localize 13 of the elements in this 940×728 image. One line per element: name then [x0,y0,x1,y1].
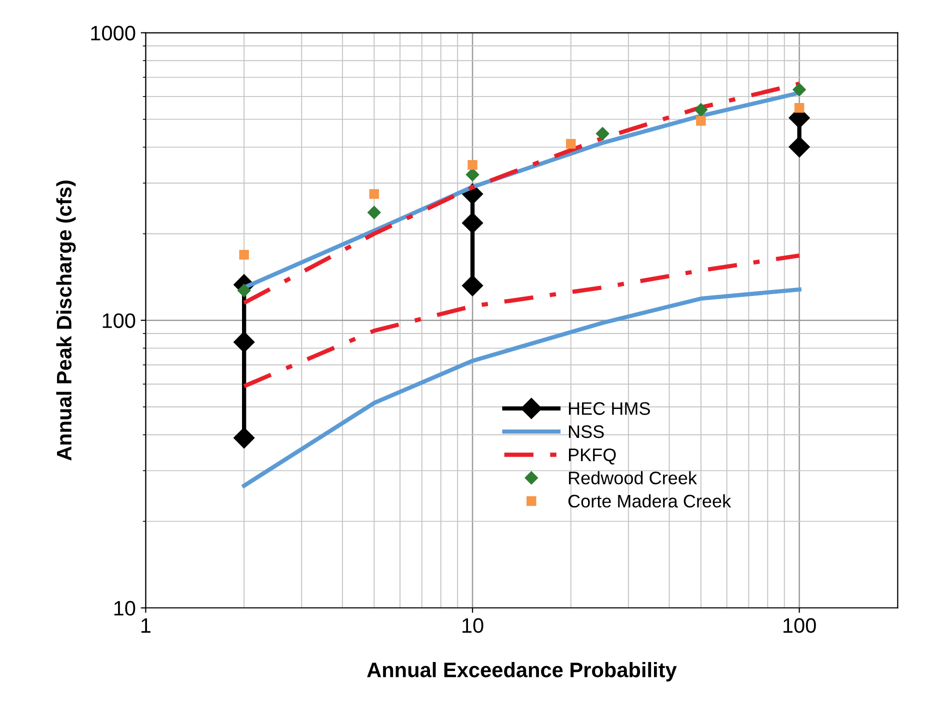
y-tick-label: 10 [114,600,136,616]
y-axis-title: Annual Peak Discharge (cfs) [56,180,76,460]
legend-label: HEC HMS [568,402,650,415]
x-tick-label: 100 [784,618,816,633]
legend-label: Redwood Creek [568,471,697,484]
x-tick-label: 1 [141,618,150,633]
y-tick-label: 1000 [91,26,136,41]
legend-label: PKFQ [568,448,616,464]
legend-label: NSS [568,425,604,438]
x-axis-title: Annual Exceedance Probability [367,662,677,682]
legend-label: Corte Madera Creek [568,494,732,508]
x-tick-label: 10 [462,618,484,633]
y-tick-label: 100 [102,313,136,328]
